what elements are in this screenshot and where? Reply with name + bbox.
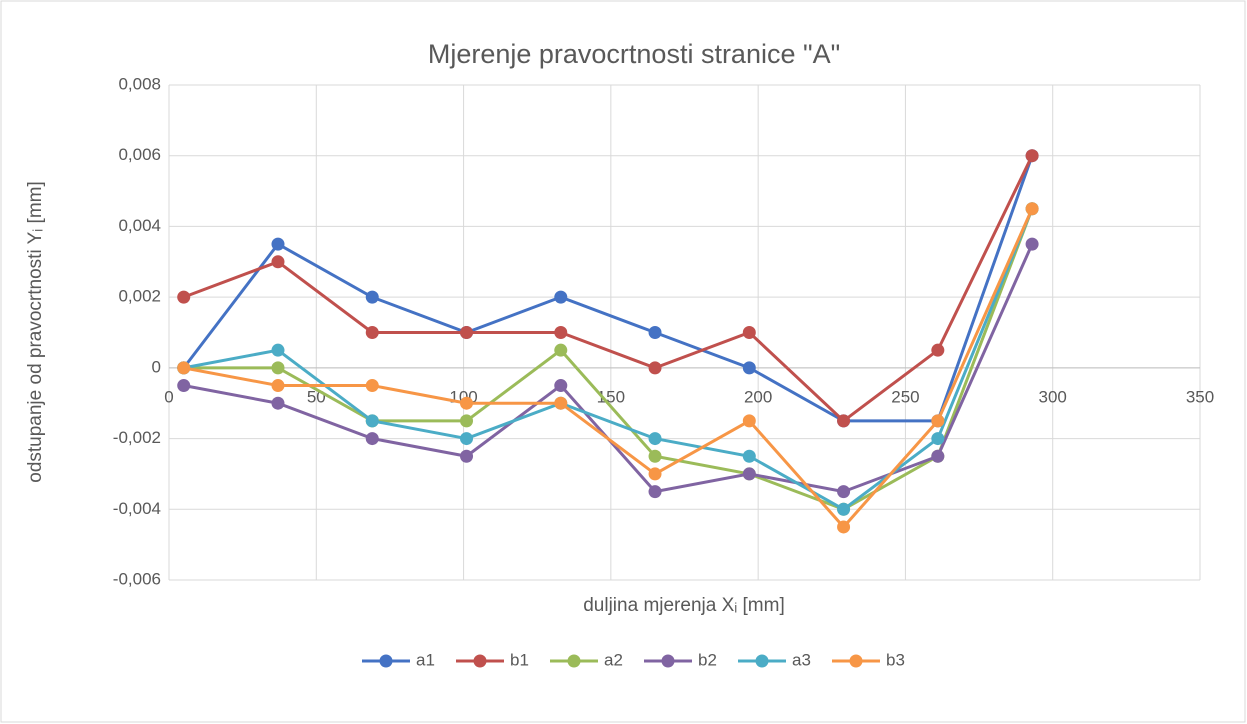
y-tick-label: -0,004: [113, 499, 161, 518]
legend-label: a1: [416, 650, 435, 669]
data-point: [742, 449, 756, 463]
series-line: [182, 155, 1034, 423]
data-point: [554, 343, 568, 357]
x-tick-label: 350: [1186, 387, 1214, 406]
legend-label: b2: [698, 650, 717, 669]
data-point: [648, 432, 662, 446]
legend-label: a3: [792, 650, 811, 669]
legend-marker: [379, 654, 393, 668]
data-point: [460, 326, 474, 339]
y-tick-label: 0,002: [118, 287, 161, 306]
legend-label: b3: [886, 650, 905, 669]
x-tick-label: 250: [891, 387, 919, 406]
y-tick-label: -0,006: [113, 569, 161, 588]
data-point: [837, 520, 851, 534]
data-point: [648, 485, 662, 499]
data-point: [648, 361, 662, 375]
data-point: [648, 449, 662, 463]
data-point: [1025, 149, 1039, 163]
data-point: [648, 326, 662, 339]
data-point: [271, 237, 285, 251]
data-point: [648, 467, 662, 481]
data-point: [742, 361, 756, 375]
series-line: [183, 155, 1034, 423]
data-point: [460, 414, 474, 428]
y-tick-label: 0: [152, 357, 161, 376]
data-point: [1025, 237, 1039, 251]
data-point: [460, 449, 474, 463]
data-point: [742, 467, 756, 481]
chart-title: Mjerenje pravocrtnosti stranice "A": [428, 39, 840, 69]
legend-marker: [661, 654, 675, 668]
data-point: [271, 343, 285, 357]
data-point: [554, 326, 568, 339]
data-point: [554, 396, 568, 410]
x-axis-label: duljina mjerenja Xᵢ [mm]: [583, 595, 785, 616]
series-line: [183, 208, 1034, 511]
y-tick-label: 0,006: [118, 145, 161, 164]
legend-marker: [567, 654, 581, 668]
data-point: [271, 255, 285, 269]
legend-marker: [473, 654, 487, 668]
y-tick-label: 0,008: [118, 74, 161, 93]
data-point: [554, 379, 568, 393]
x-tick-label: 300: [1039, 387, 1067, 406]
data-point: [742, 414, 756, 428]
data-point: [271, 379, 285, 393]
legend-marker: [755, 654, 769, 668]
data-point: [931, 432, 945, 446]
data-point: [365, 290, 379, 304]
y-axis-label: odstupanje od pravocrtnosti Yᵢ [mm]: [25, 181, 46, 483]
data-point: [177, 290, 191, 304]
y-tick-label: 0,004: [118, 216, 161, 235]
legend-label: a2: [604, 650, 623, 669]
data-point: [931, 343, 945, 357]
data-point: [742, 326, 756, 339]
data-point: [837, 414, 851, 428]
data-point: [177, 361, 191, 375]
y-tick-label: -0,002: [113, 428, 161, 447]
data-point: [837, 485, 851, 499]
data-point: [365, 414, 379, 428]
data-point: [460, 396, 474, 410]
legend-label: b1: [510, 650, 529, 669]
data-point: [365, 379, 379, 393]
series-line: [183, 208, 1034, 530]
x-tick-label: 200: [744, 387, 772, 406]
data-point: [365, 326, 379, 339]
data-point: [931, 414, 945, 428]
data-point: [271, 361, 285, 375]
data-point: [365, 432, 379, 446]
data-point: [177, 379, 191, 393]
data-point: [837, 502, 851, 516]
data-point: [271, 396, 285, 410]
legend-marker: [849, 654, 863, 668]
data-point: [931, 449, 945, 463]
data-point: [554, 290, 568, 304]
x-tick-label: 0: [164, 387, 173, 406]
data-point: [1025, 202, 1039, 216]
x-tick-label: 150: [597, 387, 625, 406]
data-point: [460, 432, 474, 446]
